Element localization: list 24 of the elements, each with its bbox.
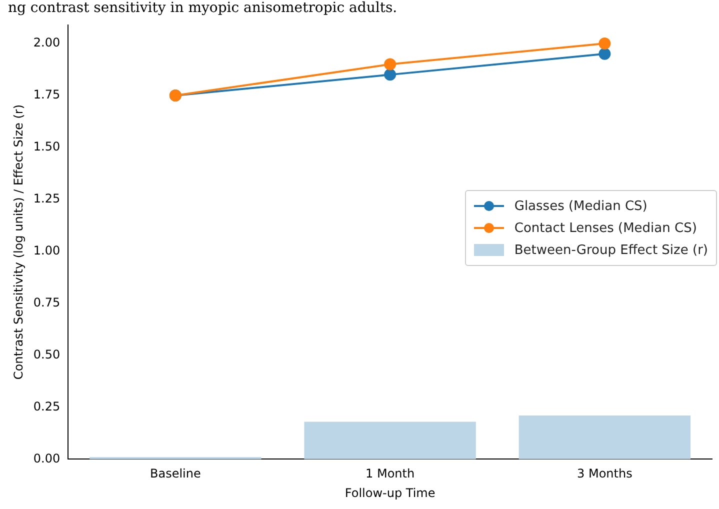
x-axis-title: Follow-up Time [344, 486, 436, 500]
y-tick-label: 1.75 [33, 88, 60, 102]
y-tick-label: 1.25 [33, 192, 60, 206]
y-tick-label: 0.75 [33, 295, 60, 310]
x-tick-label: 1 Month [366, 466, 415, 481]
bar [304, 422, 476, 460]
point [384, 58, 396, 70]
y-tick-label: 1.50 [33, 140, 60, 154]
point [598, 48, 611, 60]
chart-title: ng contrast sensitivity in myopic anisometropic adults. [8, 0, 398, 16]
legend-label: Between-Group Effect Size (r) [514, 242, 708, 258]
point [384, 68, 396, 81]
y-tick-label: 1.00 [33, 243, 60, 258]
y-tick-label: 0.00 [33, 451, 60, 466]
point [598, 38, 611, 50]
x-tick-label: Baseline [150, 466, 201, 481]
y-tick-label: 2.00 [33, 36, 60, 50]
legend-label: Contact Lenses (Median CS) [514, 220, 697, 236]
y-tick-label: 0.50 [33, 347, 60, 362]
y-axis-title: Contrast Sensitivity (log units) / Effect Size (r) [11, 104, 26, 380]
bar [518, 416, 691, 460]
legend-label: Glasses (Median CS) [514, 198, 648, 214]
y-tick-label: 0.25 [33, 399, 60, 414]
x-tick-label: 3 Months [577, 466, 632, 481]
